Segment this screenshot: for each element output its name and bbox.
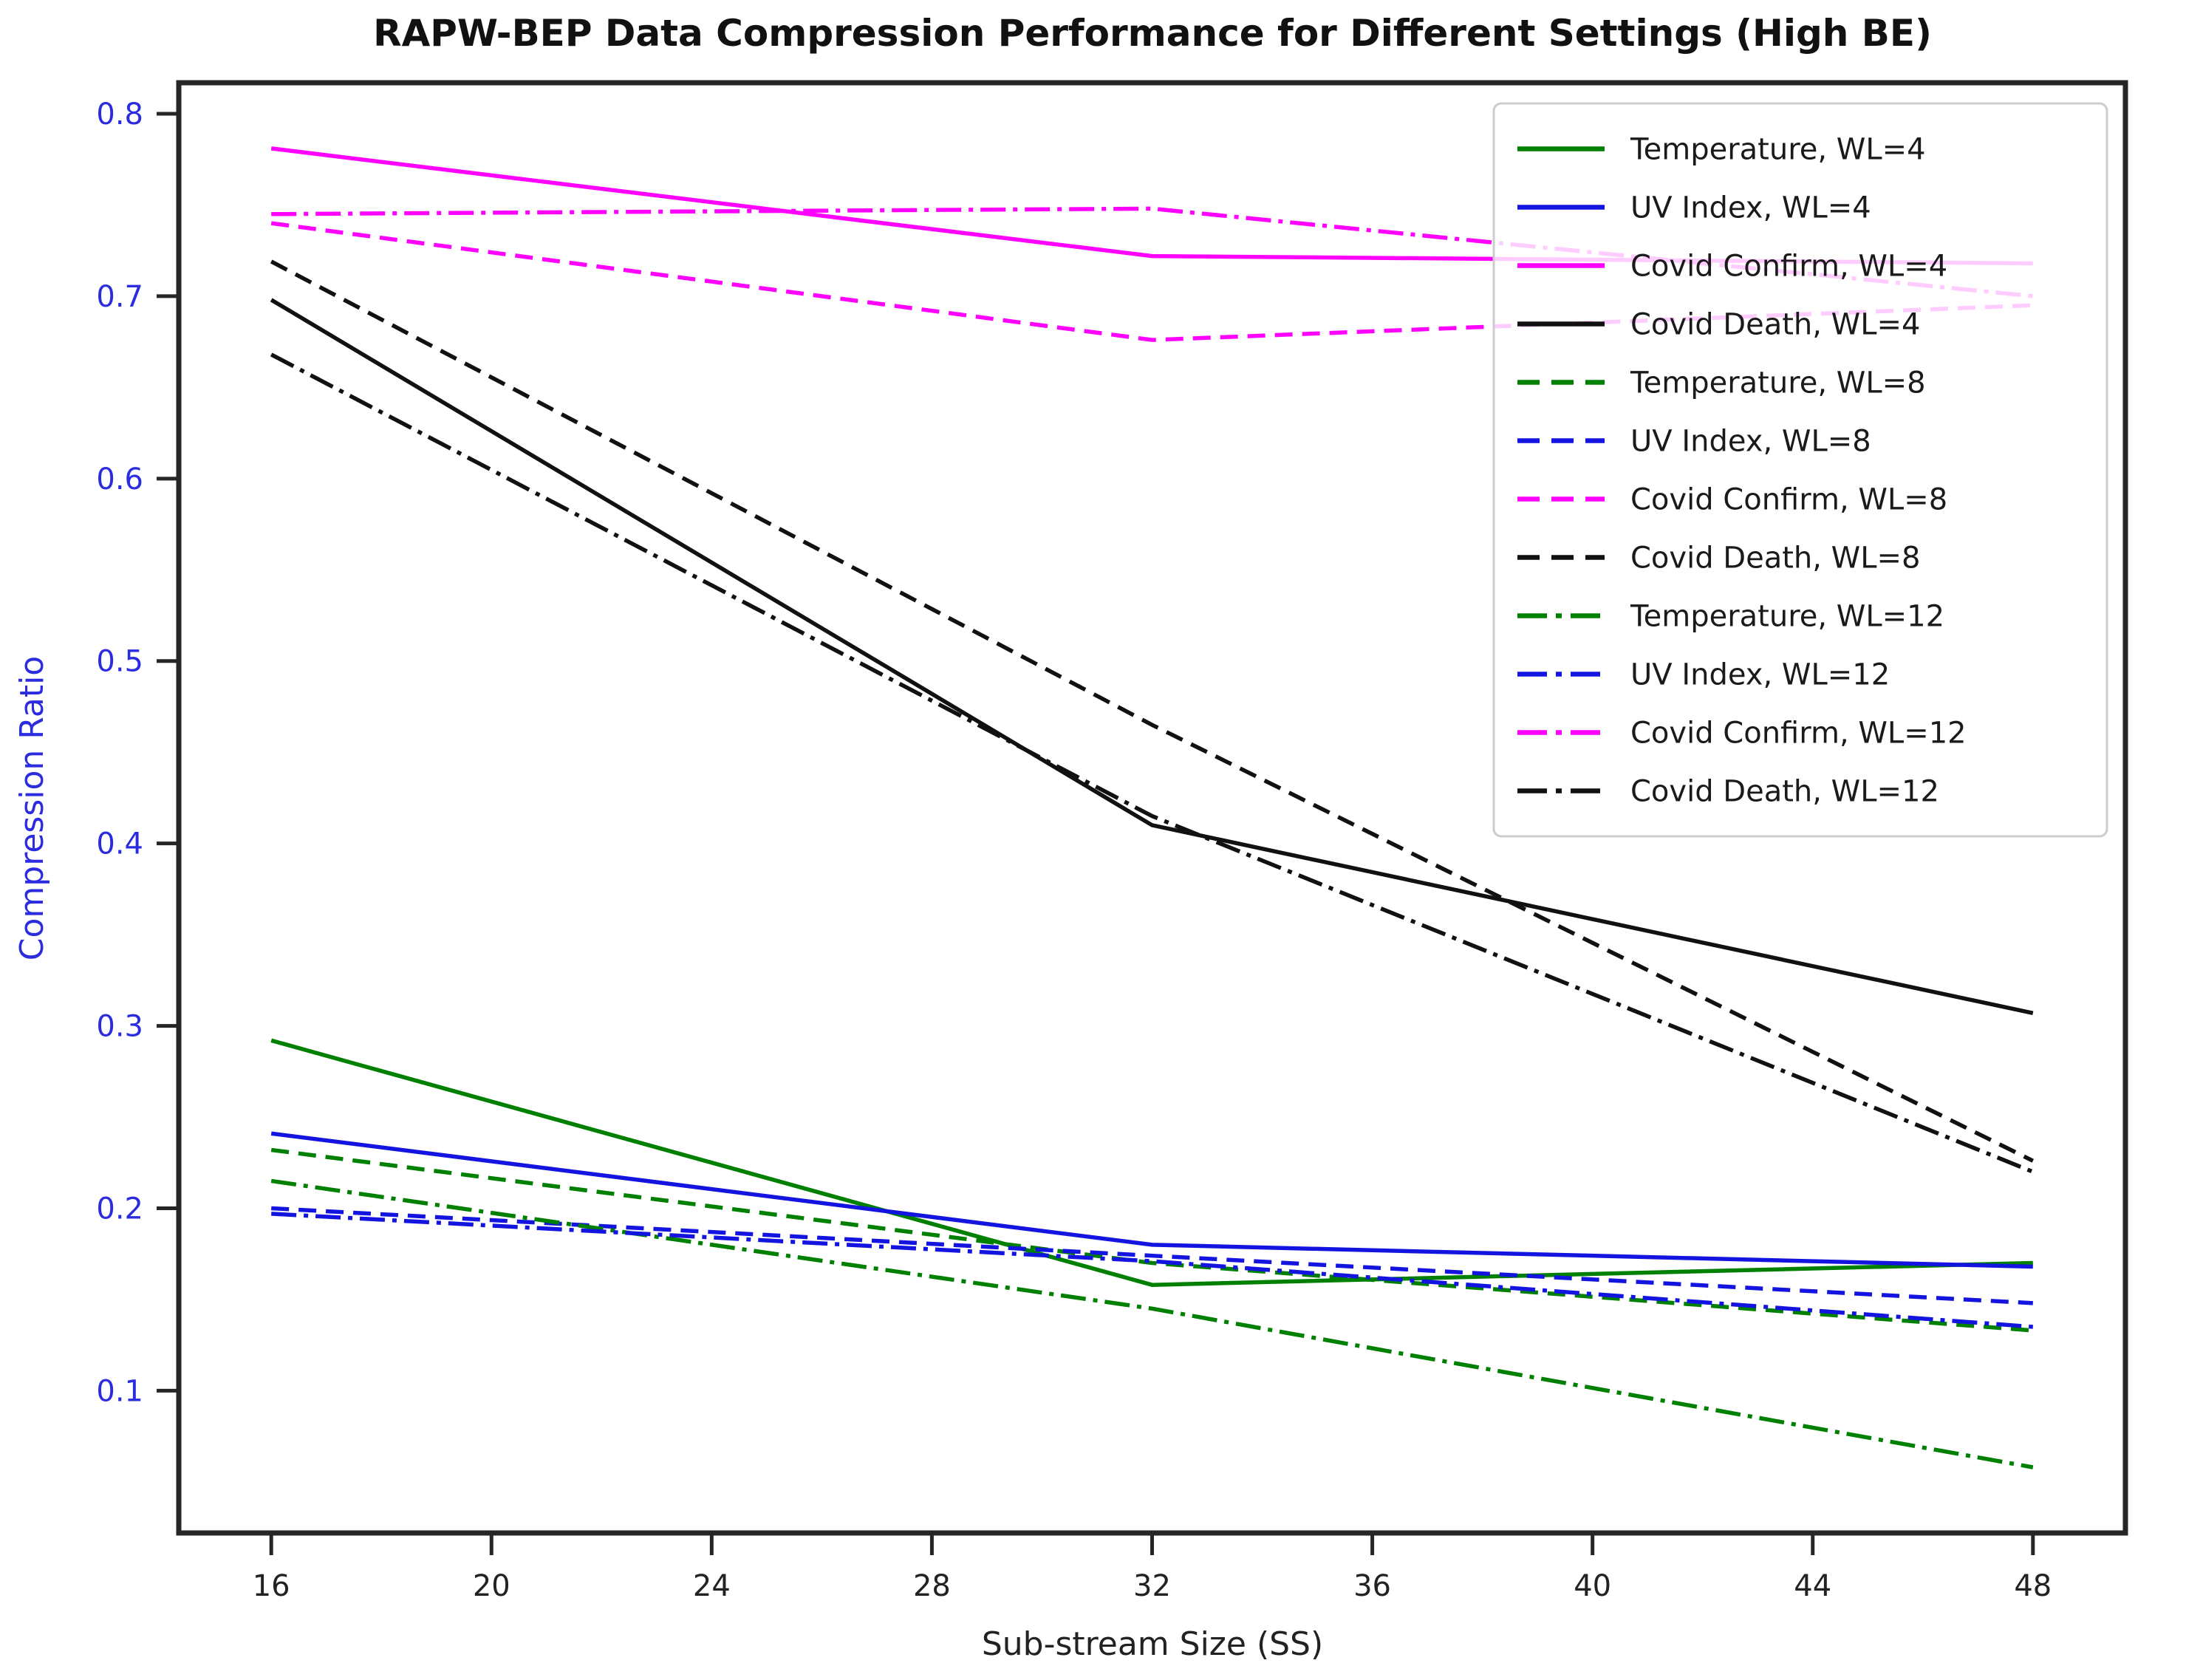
legend-item: Covid Death, WL=12 — [1517, 775, 1939, 809]
legend-item: Covid Confirm, WL=8 — [1517, 483, 1947, 517]
legend-item: UV Index, WL=4 — [1517, 191, 1871, 225]
x-tick-label: 20 — [473, 1569, 510, 1603]
x-axis-label: Sub-stream Size (SS) — [982, 1625, 1323, 1663]
y-tick-label: 0.7 — [96, 280, 143, 314]
legend-label: UV Index, WL=8 — [1630, 425, 1871, 459]
legend-label: Covid Confirm, WL=4 — [1630, 250, 1947, 284]
y-tick-label: 0.4 — [96, 827, 143, 861]
legend-item: UV Index, WL=12 — [1517, 658, 1890, 692]
legend-label: Covid Death, WL=4 — [1630, 308, 1920, 342]
y-tick-label: 0.8 — [96, 98, 143, 132]
x-tick-label: 32 — [1133, 1569, 1171, 1603]
legend-item: UV Index, WL=8 — [1517, 425, 1871, 459]
legend-box — [1492, 102, 2108, 838]
legend-label: UV Index, WL=12 — [1630, 658, 1890, 692]
series-line-12 — [270, 352, 2034, 1174]
legend-item: Temperature, WL=12 — [1517, 600, 1944, 634]
legend-label: Temperature, WL=12 — [1630, 600, 1944, 634]
y-axis-label: Compression Ratio — [13, 656, 51, 960]
legend: Temperature, WL=4 UV Index, WL=4 Covid Con… — [1492, 102, 2108, 838]
series-line-9 — [270, 1178, 2034, 1469]
x-tick-label: 28 — [913, 1569, 951, 1603]
series-line-4 — [270, 298, 2034, 1015]
legend-item: Covid Confirm, WL=4 — [1517, 250, 1947, 284]
legend-label: Covid Death, WL=12 — [1630, 775, 1939, 809]
series-line-8 — [270, 259, 2035, 1163]
series-line-2 — [270, 1131, 2033, 1269]
legend-item: Temperature, WL=4 — [1517, 133, 1926, 167]
chart-title: RAPW-BEP Data Compression Performance fo… — [373, 12, 1932, 55]
legend-label: Covid Confirm, WL=8 — [1630, 483, 1947, 517]
plot-area-border — [176, 80, 2128, 1536]
x-tick-label: 48 — [2014, 1569, 2052, 1603]
legend-label: UV Index, WL=4 — [1630, 191, 1871, 225]
x-tick-label: 44 — [1794, 1569, 1831, 1603]
axes-group: 16 20 24 28 32 36 40 44 48 0.1 0.2 0.3 0.4 0.5 0.6 0.7 0… — [96, 98, 2052, 1603]
legend-label: Temperature, WL=8 — [1630, 366, 1926, 400]
series-line-10 — [271, 1212, 2034, 1329]
x-tick-label: 40 — [1574, 1569, 1611, 1603]
x-tick-label: 24 — [693, 1569, 731, 1603]
legend-item: Temperature, WL=8 — [1517, 366, 1926, 400]
y-tick-label: 0.3 — [96, 1010, 143, 1044]
series-line-1 — [270, 1038, 2033, 1287]
y-tick-label: 0.6 — [96, 462, 143, 496]
y-tick-label: 0.1 — [96, 1374, 143, 1408]
x-tick-label: 16 — [253, 1569, 290, 1603]
legend-item: Covid Death, WL=8 — [1517, 542, 1920, 576]
x-tick-label: 36 — [1353, 1569, 1391, 1603]
series-line-6 — [271, 1206, 2033, 1305]
series-line-5 — [270, 1147, 2034, 1333]
legend-label: Covid Confirm, WL=12 — [1630, 717, 1967, 751]
legend-item: Covid Confirm, WL=12 — [1517, 717, 1967, 751]
legend-item: Covid Death, WL=4 — [1517, 308, 1920, 342]
y-tick-label: 0.2 — [96, 1192, 143, 1226]
legend-label: Covid Death, WL=8 — [1630, 542, 1920, 576]
legend-label: Temperature, WL=4 — [1630, 133, 1926, 167]
y-tick-label: 0.5 — [96, 645, 143, 679]
